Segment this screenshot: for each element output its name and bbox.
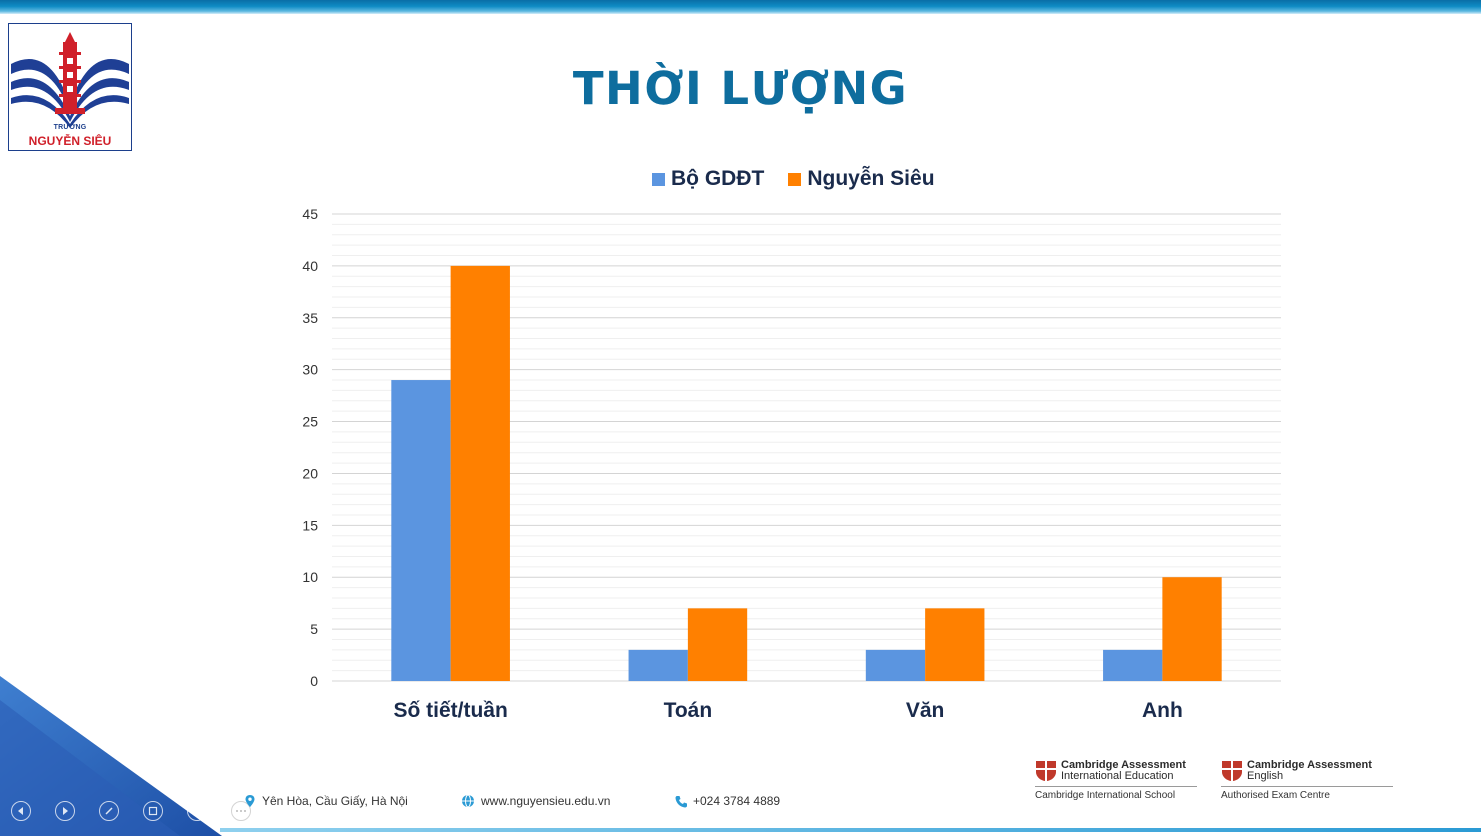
y-tick-label: 5 — [310, 621, 318, 637]
cambridge-badge-english: Cambridge Assessment English Authorised … — [1221, 760, 1393, 801]
x-category-label: Số tiết/tuần — [393, 699, 507, 722]
cambridge-crest-icon — [1222, 761, 1242, 781]
y-tick-label: 40 — [302, 258, 318, 274]
more-dots-icon — [236, 810, 246, 812]
chart-legend: Bộ GDĐT Nguyễn Siêu — [652, 166, 959, 192]
footer-address: Yên Hòa, Cầu Giấy, Hà Nội — [244, 792, 408, 810]
cambridge-school-line1: Cambridge Assessment — [1061, 759, 1186, 771]
bar-2 — [925, 608, 985, 681]
cambridge-english-line2: English — [1247, 770, 1284, 782]
slides-overview-button[interactable] — [143, 801, 163, 821]
bottom-accent-line — [220, 828, 1481, 832]
zoom-button[interactable] — [187, 801, 207, 821]
y-tick-label: 45 — [302, 206, 318, 222]
cambridge-crest-icon — [1036, 761, 1056, 781]
bar-2 — [687, 608, 748, 681]
logo-caption-small: TRƯỜNG — [53, 124, 87, 131]
arrow-left-icon — [18, 807, 23, 815]
legend-item-series-1: Bộ GDĐT — [652, 167, 764, 191]
y-tick-label: 35 — [302, 310, 318, 326]
bar-1 — [628, 649, 688, 681]
legend-item-series-2: Nguyễn Siêu — [788, 167, 935, 191]
legend-label-series-1: Bộ GDĐT — [671, 167, 765, 190]
pen-tool-button[interactable] — [99, 801, 119, 821]
previous-slide-button[interactable] — [11, 801, 31, 821]
phone-icon — [675, 795, 687, 807]
y-tick-label: 15 — [302, 517, 318, 533]
school-logo: TRƯỜNG NGUYỄN SIÊU — [8, 23, 132, 151]
bar-2 — [1162, 577, 1222, 681]
cambridge-school-divider — [1035, 786, 1197, 787]
legend-swatch-series-1 — [652, 172, 665, 186]
x-category-label: Toán — [664, 699, 713, 722]
legend-swatch-series-2 — [788, 172, 802, 186]
cambridge-school-line2: International Education — [1061, 770, 1174, 782]
pagoda-emblem-icon — [11, 32, 129, 128]
y-tick-label: 20 — [302, 465, 318, 481]
bar-1 — [1103, 649, 1163, 681]
cambridge-english-line1: Cambridge Assessment — [1247, 759, 1372, 771]
logo-school-name: NGUYỄN SIÊU — [28, 134, 112, 148]
legend-label-series-2: Nguyễn Siêu — [807, 167, 935, 190]
y-tick-label: 30 — [302, 362, 318, 378]
cambridge-english-divider — [1221, 786, 1393, 787]
cambridge-badge-school: Cambridge Assessment International Educa… — [1035, 760, 1197, 801]
more-options-button[interactable] — [231, 801, 251, 821]
y-tick-label: 10 — [302, 569, 318, 585]
location-pin-icon — [245, 795, 255, 807]
footer-phone-text: +024 3784 4889 — [693, 794, 781, 808]
globe-icon — [462, 794, 474, 808]
grid-icon — [148, 806, 158, 816]
cambridge-english-subtitle: Authorised Exam Centre — [1221, 790, 1330, 801]
footer-phone: +024 3784 4889 — [675, 792, 780, 810]
bar-2 — [450, 265, 510, 681]
bar-1 — [391, 380, 451, 681]
slide-title: THỜI LƯỢNG — [572, 62, 909, 115]
magnifier-icon — [192, 806, 201, 815]
arrow-right-icon — [63, 807, 68, 815]
y-tick-label: 25 — [302, 414, 318, 430]
x-category-label: Anh — [1142, 699, 1183, 722]
y-tick-label: 0 — [310, 673, 318, 689]
bar-1 — [865, 649, 926, 681]
top-header-bar — [0, 0, 1481, 14]
footer-website-text[interactable]: www.nguyensieu.edu.vn — [481, 794, 611, 808]
cambridge-school-subtitle: Cambridge International School — [1035, 790, 1176, 801]
next-slide-button[interactable] — [55, 801, 75, 821]
pen-icon — [105, 807, 113, 815]
footer-website[interactable]: www.nguyensieu.edu.vn — [461, 792, 610, 810]
x-category-label: Văn — [906, 699, 945, 722]
footer-address-text: Yên Hòa, Cầu Giấy, Hà Nội — [262, 794, 408, 808]
